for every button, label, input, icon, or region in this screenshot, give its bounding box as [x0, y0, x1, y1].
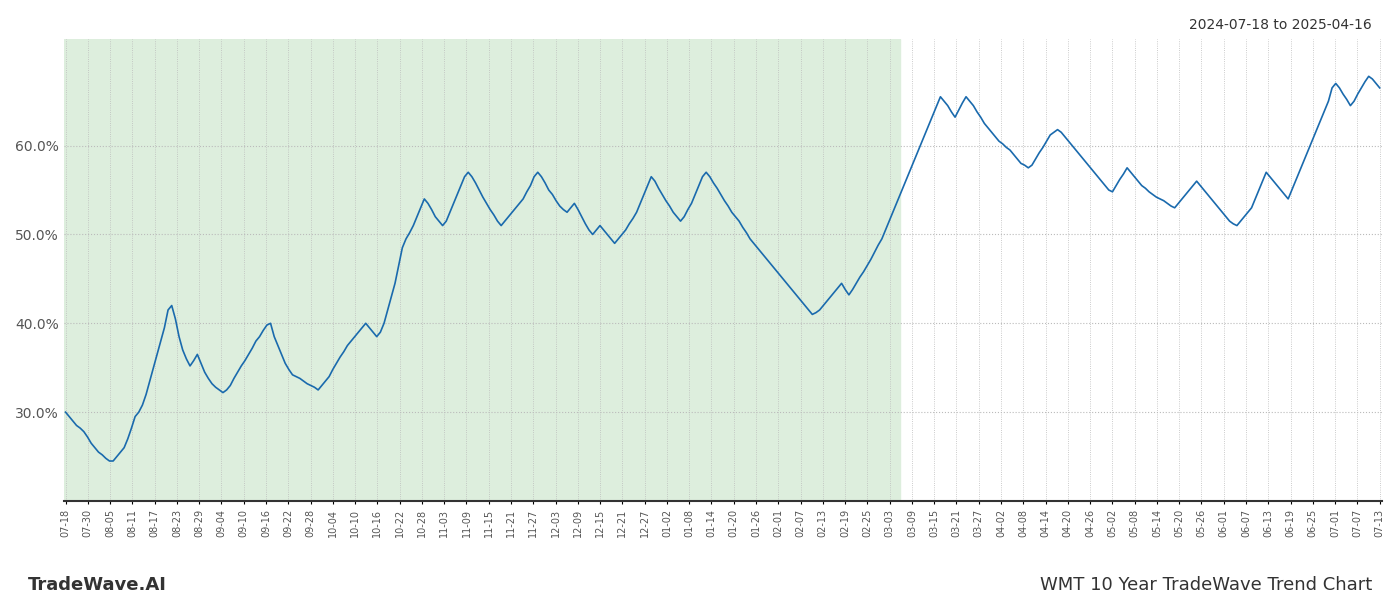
- Text: WMT 10 Year TradeWave Trend Chart: WMT 10 Year TradeWave Trend Chart: [1040, 576, 1372, 594]
- Text: 2024-07-18 to 2025-04-16: 2024-07-18 to 2025-04-16: [1189, 18, 1372, 32]
- Bar: [64, 39, 900, 501]
- Text: TradeWave.AI: TradeWave.AI: [28, 576, 167, 594]
